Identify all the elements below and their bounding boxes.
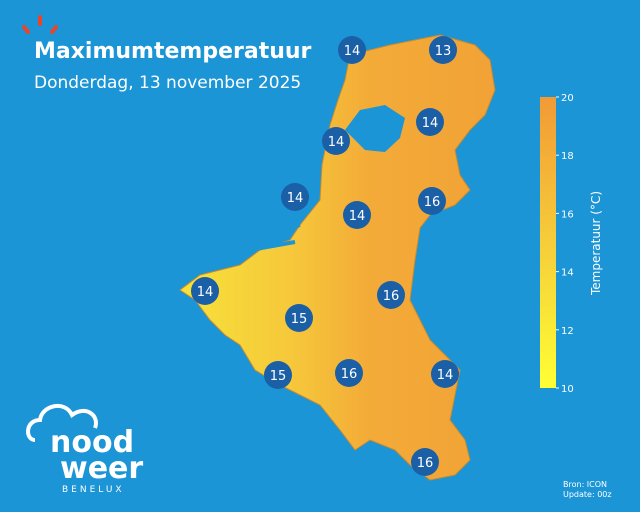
station-marker — [429, 36, 457, 64]
station-label: 14 — [344, 44, 361, 59]
colorbar-tick-label: 18 — [561, 151, 574, 162]
station-label: 13 — [435, 44, 452, 59]
station-label: 14 — [437, 368, 454, 383]
ijsselmeer — [345, 105, 405, 152]
station-label: 14 — [287, 191, 304, 206]
subtitle: Donderdag, 13 november 2025 — [34, 73, 301, 93]
station-label: 14 — [197, 285, 214, 300]
station-label: 16 — [383, 289, 400, 304]
title: Maximumtemperatuur — [34, 39, 312, 64]
station-label: 16 — [417, 456, 434, 471]
colorbar-tick-label: 10 — [561, 384, 574, 395]
station-label: 15 — [291, 312, 308, 327]
station-marker — [411, 448, 439, 476]
station-marker — [322, 127, 350, 155]
station-label: 14 — [422, 116, 439, 131]
station-marker — [335, 359, 363, 387]
station-label: 16 — [341, 367, 358, 382]
station-marker — [285, 304, 313, 332]
station-label: 16 — [424, 195, 441, 210]
zeeland-water — [249, 223, 301, 252]
station-marker — [281, 183, 309, 211]
station-label: 14 — [328, 135, 345, 150]
colorbar-label: Temperatuur (°C) — [589, 191, 603, 296]
colorbar-tick-label: 16 — [561, 209, 574, 220]
station-marker — [416, 108, 444, 136]
station-marker — [338, 36, 366, 64]
colorbar-tick-label: 12 — [561, 326, 574, 337]
source: Bron: ICON — [563, 480, 607, 489]
colorbar-tick-label: 14 — [561, 268, 574, 279]
colorbar — [540, 97, 556, 388]
station-label: 15 — [270, 369, 287, 384]
logo-line3: BENELUX — [62, 485, 125, 495]
station-marker — [377, 281, 405, 309]
station-marker — [418, 187, 446, 215]
station-marker — [264, 361, 292, 389]
station-label: 14 — [349, 209, 366, 224]
logo-line1: nood — [50, 425, 134, 460]
logo-line2: weer — [60, 451, 143, 486]
station-marker — [191, 277, 219, 305]
logo-cloud — [26, 404, 98, 442]
colorbar-tick-label: 20 — [561, 93, 574, 104]
land — [179, 34, 496, 481]
station-marker — [431, 360, 459, 388]
logo-dots — [22, 15, 58, 34]
station-marker — [343, 201, 371, 229]
update: Update: 00z — [563, 490, 612, 499]
